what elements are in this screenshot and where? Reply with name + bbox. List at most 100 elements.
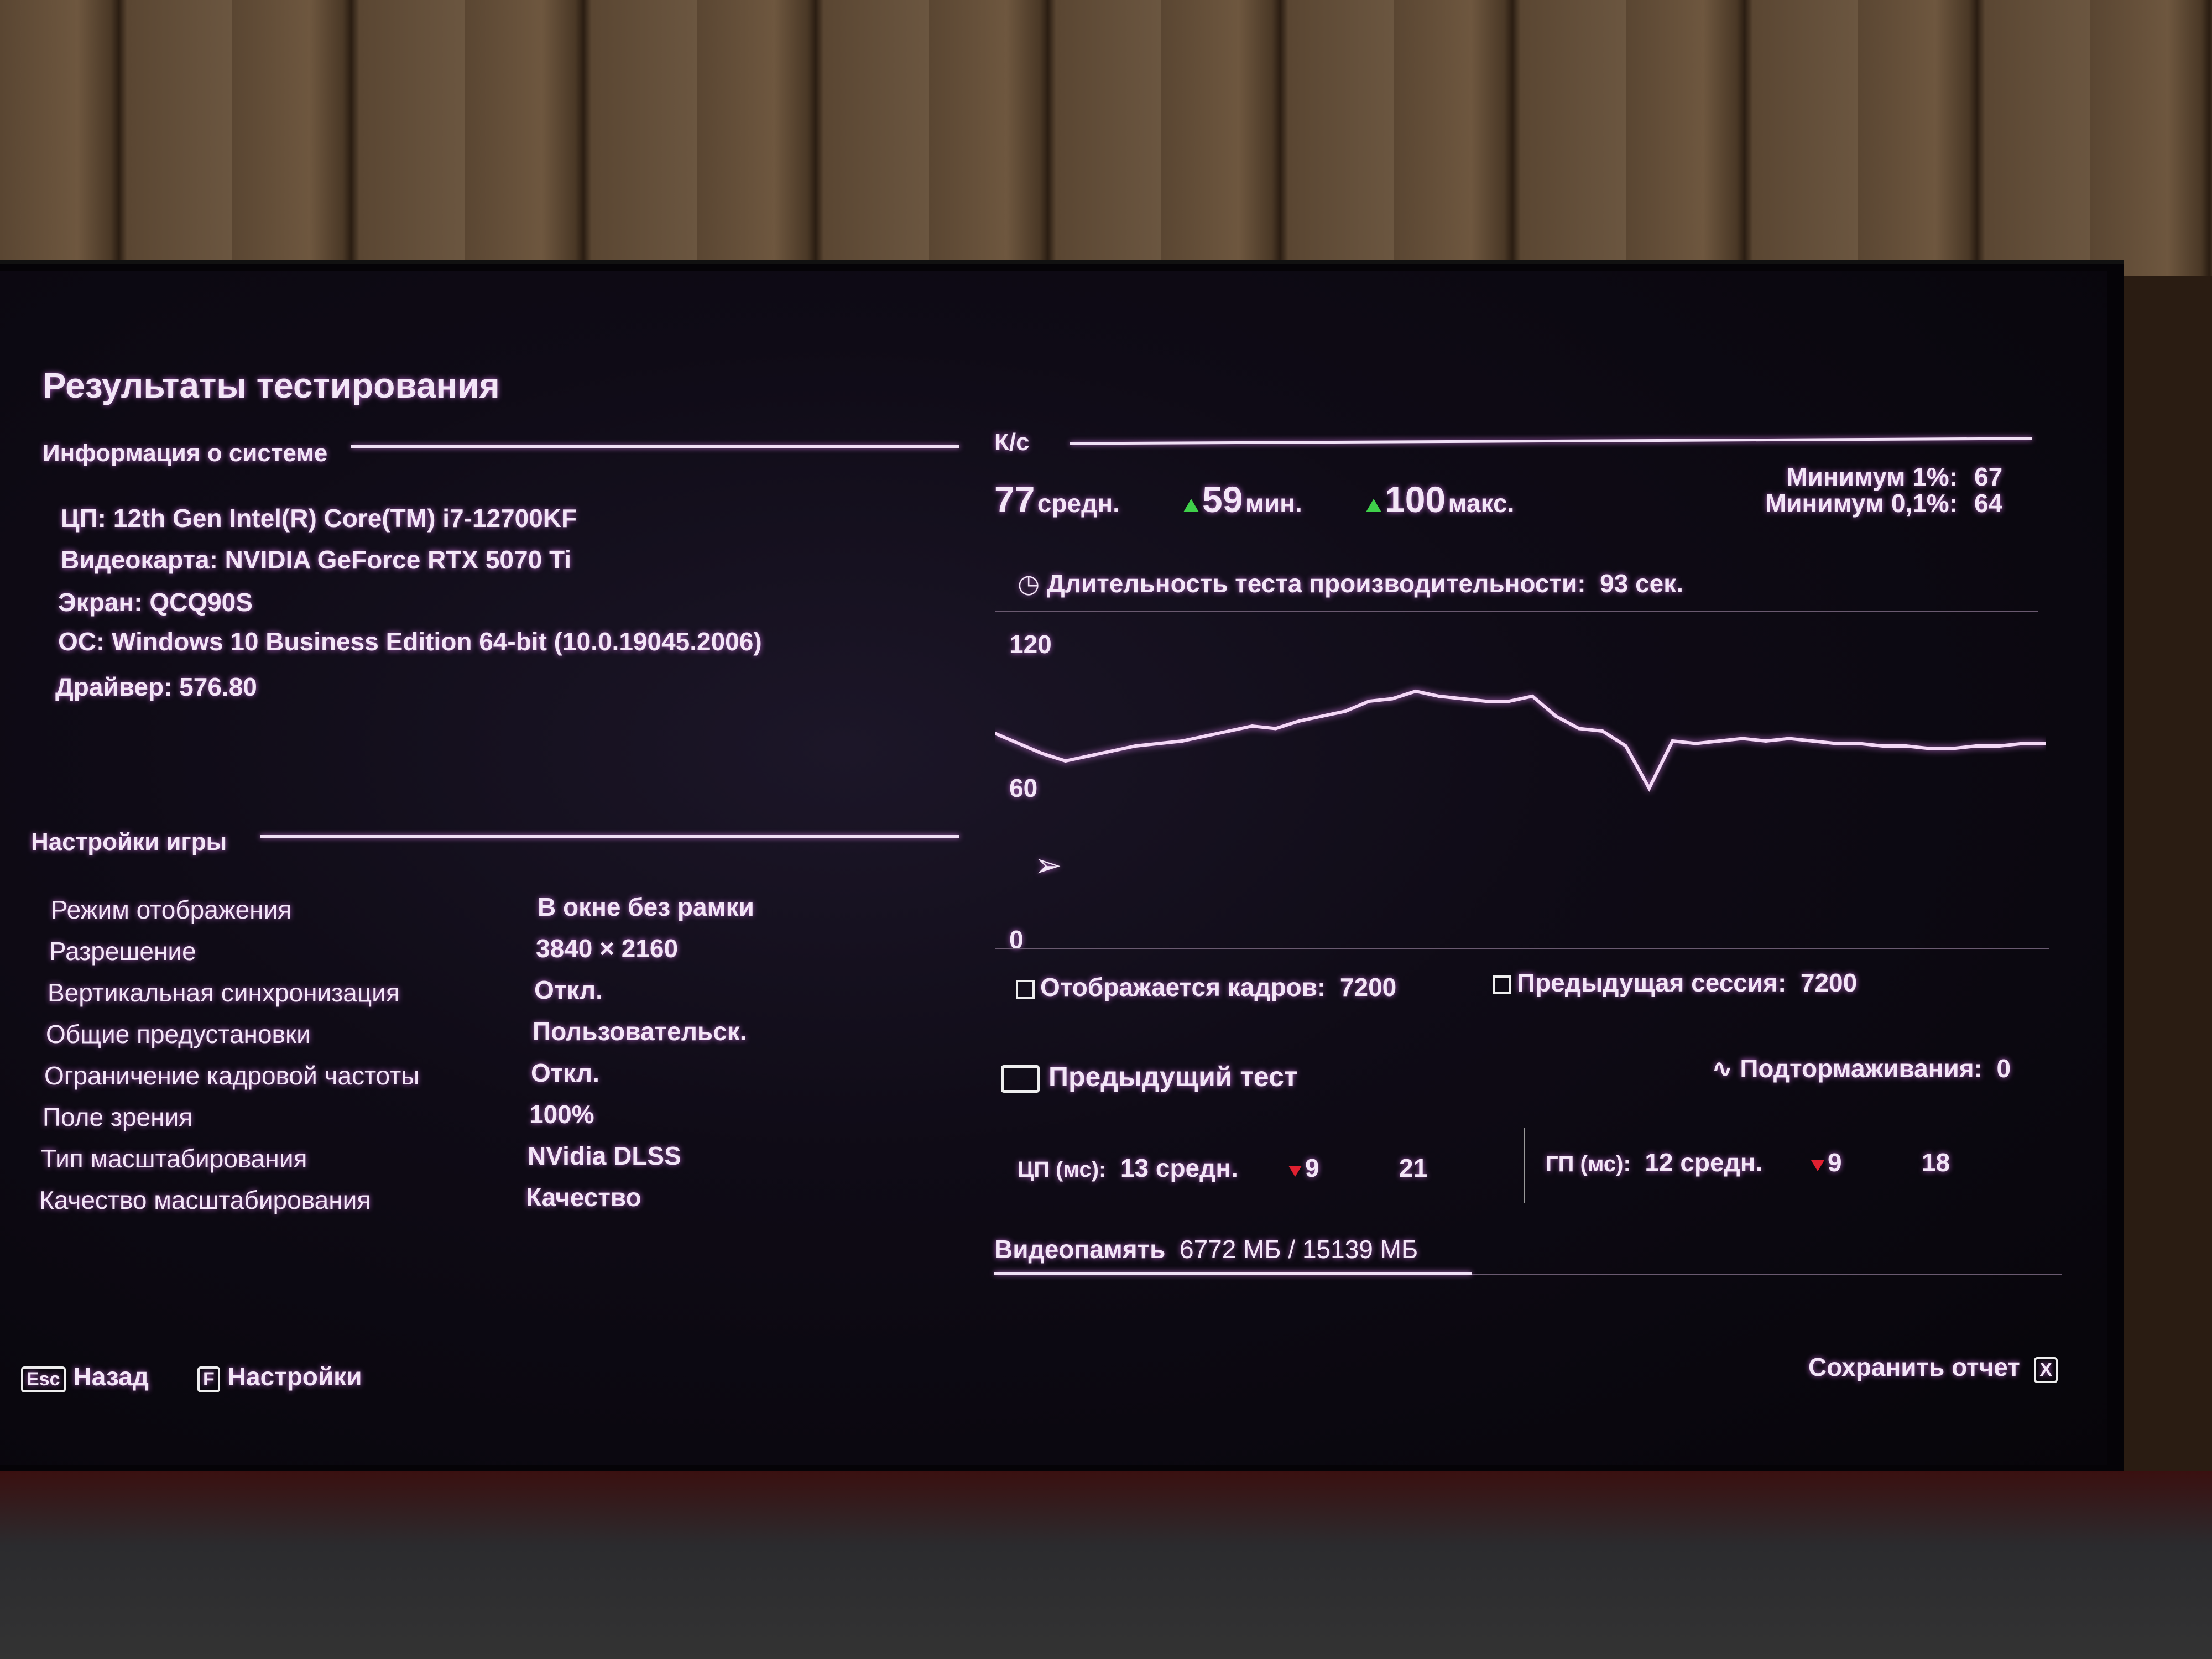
setting-value: Откл. (531, 1058, 599, 1087)
low01-label: Минимум 0,1%: (1765, 489, 1958, 518)
stutter: ∿ Подтормаживания: 0 (1712, 1053, 2011, 1083)
system-info-heading: Информация о системе (43, 440, 328, 467)
fps-point (1577, 727, 1581, 731)
fps-point (1484, 700, 1488, 703)
os-info: ОС: Windows 10 Business Edition 64-bit (… (58, 627, 762, 656)
fps-point (995, 732, 997, 735)
setting-value: Качество (526, 1183, 641, 1212)
cpu-max: 21 (1399, 1154, 1428, 1182)
cpu-avg-label: средн. (1155, 1154, 1238, 1182)
divider (1524, 1128, 1525, 1203)
fps-point (1180, 739, 1184, 743)
setting-label: Общие предустановки (46, 1020, 311, 1048)
fps-series-line (995, 689, 2046, 792)
fps-point (1157, 742, 1161, 745)
fps-avg-value: 77 (994, 479, 1035, 520)
fps-point (1787, 737, 1791, 740)
fps-point (1414, 690, 1417, 693)
vram-bar-fill (994, 1272, 1472, 1275)
fps-point (1554, 714, 1558, 718)
cpu-min: 9 (1288, 1153, 1319, 1183)
cpu-min-value: 9 (1305, 1154, 1319, 1182)
fps-min-label: мин. (1245, 489, 1302, 518)
divider (351, 445, 959, 448)
save-report-label: Сохранить отчет (1808, 1353, 2020, 1381)
fps-point (1741, 737, 1745, 740)
save-report-button[interactable]: Сохранить отчет X (1808, 1352, 2065, 1383)
gpu-min: 9 (1811, 1147, 1842, 1177)
duration: ◷ Длительность теста производительности:… (1018, 568, 1683, 598)
f-key-icon: F (197, 1366, 220, 1392)
fps-point (1040, 752, 1044, 755)
fps-point (1717, 739, 1721, 743)
previous-session: Предыдущая сессия: 7200 (1493, 968, 1857, 998)
setting-label: Режим отображения (51, 895, 292, 924)
stutter-value: 0 (1996, 1054, 2011, 1083)
fps-avg-label: средн. (1037, 489, 1120, 518)
page-title: Результаты тестирования (43, 366, 500, 405)
fps-point (1321, 714, 1324, 718)
pulse-icon: ∿ (1712, 1054, 1740, 1083)
back-label: Назад (73, 1362, 149, 1391)
frames-label: Отображается кадров: (1040, 973, 1326, 1001)
low1-value: 67 (1974, 462, 2003, 491)
setting-label: Поле зрения (43, 1103, 193, 1131)
cpu-ms: ЦП (мс): 13 средн. (1018, 1153, 1238, 1183)
fps-point (1087, 754, 1091, 758)
gpu-avg: 12 (1645, 1148, 1673, 1177)
previous-test-label: Предыдущий тест (1048, 1061, 1298, 1092)
cpu-avg: 13 (1120, 1154, 1149, 1182)
vram-bar-track (994, 1274, 2062, 1275)
fps-point (1344, 709, 1348, 713)
fps-point (1274, 727, 1277, 731)
fps-point (1951, 747, 1955, 750)
clock-icon: ◷ (1018, 569, 1047, 598)
fps-point (1390, 697, 1394, 701)
cpu-info: ЦП: 12th Gen Intel(R) Core(TM) i7-12700K… (61, 504, 577, 533)
fps-point (1227, 729, 1231, 733)
vram-label: Видеопамять (994, 1235, 1166, 1264)
frames-value: 7200 (1339, 973, 1397, 1001)
fps-point (1811, 739, 1814, 743)
low01-value: 64 (1974, 489, 2003, 518)
fps-point (1250, 724, 1254, 728)
settings-button[interactable]: F Настройки (197, 1361, 362, 1392)
settings-label: Настройки (227, 1362, 362, 1391)
esc-key-icon: Esc (21, 1366, 66, 1392)
setting-value: 100% (529, 1100, 594, 1129)
fps-point (1600, 729, 1604, 733)
gpu-info: Видеокарта: NVIDIA GeForce RTX 5070 Ti (61, 545, 572, 574)
fps-point (1437, 695, 1441, 698)
vram-value: 6772 МБ / 15139 МБ (1179, 1235, 1418, 1264)
setting-value: Пользовательск. (533, 1017, 747, 1046)
stutter-label: Подтормаживания: (1740, 1054, 1983, 1083)
fps-max: 100 макс. (1366, 478, 1514, 520)
back-button[interactable]: Esc Назад (21, 1361, 149, 1392)
setting-label: Разрешение (49, 937, 196, 966)
fps-point (1063, 759, 1067, 763)
setting-value: 3840 × 2160 (536, 934, 679, 963)
fps-point (1507, 700, 1511, 703)
display-info: Экран: QCQ90S (58, 588, 253, 617)
wood-wall-background (0, 0, 2212, 276)
setting-label: Ограничение кадровой частоты (44, 1061, 420, 1090)
fps-point (1764, 739, 1768, 743)
fps-min: 59 мин. (1183, 478, 1302, 520)
duration-value: 93 сек. (1600, 569, 1684, 598)
low1-label: Минимум 1%: (1786, 462, 1958, 491)
y-tick-0: 0 (1009, 925, 1024, 954)
y-tick-120: 120 (1009, 630, 1052, 659)
duration-label: Длительность теста производительности: (1046, 569, 1586, 598)
setting-value: Откл. (534, 975, 603, 1004)
checkbox-icon (1493, 975, 1511, 994)
checkbox-icon (1016, 979, 1035, 999)
arrow-up-icon (1366, 499, 1381, 512)
gpu-min-value: 9 (1828, 1148, 1842, 1177)
divider (260, 835, 959, 838)
previous-test-toggle[interactable]: Предыдущий тест (1001, 1061, 1297, 1093)
gpu-avg-label: средн. (1680, 1148, 1763, 1177)
fps-heading: К/с (994, 429, 1030, 456)
furniture-background (0, 1471, 2212, 1659)
arrow-down-icon (1811, 1160, 1824, 1171)
fps-avg: 77 средн. (994, 478, 1120, 520)
